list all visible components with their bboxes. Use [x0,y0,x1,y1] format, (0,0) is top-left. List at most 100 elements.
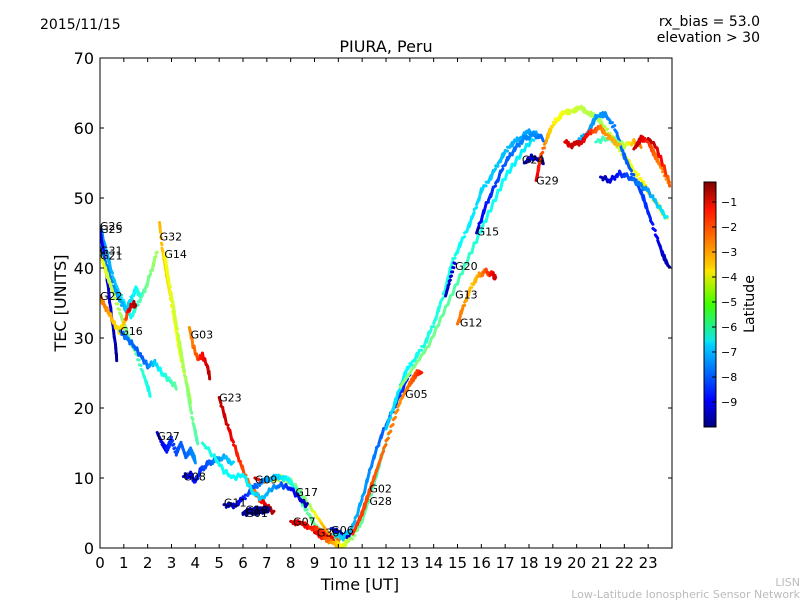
series-segment [662,210,664,217]
y-tick-label: 0 [84,539,94,558]
series-segment [407,366,409,369]
x-tick-label: 14 [424,554,443,572]
series-segment [421,373,422,374]
series-segment [156,252,157,253]
series-segment [300,499,302,500]
series-segment [386,438,388,441]
series-g26b [565,126,620,148]
series-segment [496,166,498,167]
series-segment [169,284,170,287]
series-segment [552,125,554,127]
series-segment [617,144,619,145]
x-tick-label: 1 [119,554,129,572]
colorbar-gradient [704,182,716,427]
series-segment [253,492,255,493]
series-segment [398,402,400,406]
satellite-label: G25 [100,223,123,236]
series-segment [605,129,607,130]
series-segment [391,424,393,426]
series-segment [553,122,555,123]
satellite-label: G05 [405,388,428,401]
satellite-label: G12 [460,317,483,330]
series-segment [194,455,195,463]
series-segment [112,319,113,321]
satellite-label: G21 [100,249,123,262]
series-segment [481,186,483,192]
series-segment [603,126,605,127]
series-segment [429,329,431,334]
series-segment [177,333,178,335]
series-segment [384,445,386,449]
series-segment [113,286,115,287]
series-segment [217,461,219,464]
y-tick-label: 70 [74,49,94,68]
satellite-label: G06 [331,524,354,537]
x-tick-label: 0 [95,554,105,572]
series-segment [500,169,502,173]
series-segment [306,504,308,507]
series-segment [360,499,362,506]
colorbar-tick-label: −6 [721,321,737,334]
series-segment [189,400,190,408]
series-segment [617,141,619,143]
x-tick-label: 6 [238,554,248,572]
satellite-label: G32 [160,231,183,244]
series-segment [176,326,177,329]
x-tick-label: 4 [191,554,201,572]
series-segment [612,126,614,127]
series-segment [229,475,231,477]
satellite-label: G01 [245,507,268,520]
series-segment [495,277,496,278]
series-segment [615,130,617,133]
series-segment [149,274,151,278]
satellite-label: G11 [224,497,247,510]
satellite-label: G13 [455,289,478,302]
colorbar-label: Latitude [742,275,758,333]
series-segment [486,211,488,221]
series-segment [202,443,205,447]
series-segment [268,508,269,511]
x-tick-label: 13 [400,554,419,572]
series-segment [462,237,464,239]
series-segment [160,223,161,229]
series-segment [634,171,636,172]
satellite-label: G15 [477,226,500,239]
x-tick-label: 19 [543,554,562,572]
series-segment [598,116,600,117]
x-tick-label: 10 [329,554,348,572]
series-segment [281,477,283,478]
series-segment [173,444,174,445]
satellite-label: G08 [183,471,206,484]
series-segment [657,148,659,156]
colorbar-tick-label: −1 [721,196,737,209]
series-segment [374,449,376,459]
x-tick-label: 21 [591,554,610,572]
series-segment [267,490,269,495]
series-segment [350,538,352,539]
y-tick-label: 10 [74,469,94,488]
series-segment [148,386,150,396]
series-segment [139,365,141,366]
x-tick-label: 20 [567,554,586,572]
colorbar-tick-label: −4 [721,271,737,284]
x-tick-label: 22 [615,554,634,572]
series-segment [185,375,186,377]
series-segment [226,424,228,425]
series-segment [659,163,661,167]
series-g29 [536,106,667,218]
series-segment [493,186,495,188]
series-segment [648,212,650,219]
series-segment [381,451,383,456]
series-segment [133,345,135,347]
satellite-label: G09 [255,473,278,486]
series-segment [388,417,390,419]
series-segment [500,180,502,190]
series-segment [474,207,476,209]
x-tick-label: 17 [496,554,515,572]
satellite-label: G16 [120,325,143,338]
x-tick-label: 23 [639,554,658,572]
satellite-label: G23 [219,392,242,405]
series-segment [531,139,533,140]
series-segment [170,291,171,294]
